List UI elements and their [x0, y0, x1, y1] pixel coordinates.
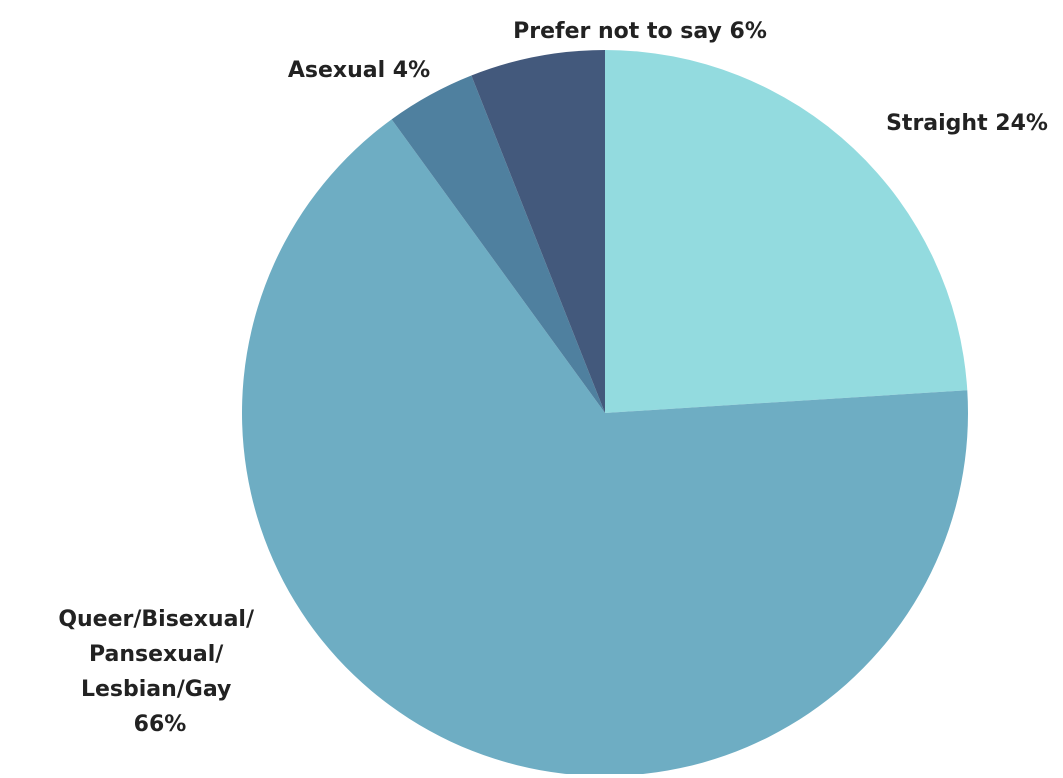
label-straight: Straight 24%	[886, 111, 1048, 136]
label-queer-line-2: Pansexual/	[89, 642, 224, 667]
label-queer-line-1: Queer/Bisexual/	[58, 607, 255, 632]
slice-straight	[605, 50, 968, 413]
label-prefer-not-to-say: Prefer not to say 6%	[513, 19, 767, 44]
label-asexual: Asexual 4%	[288, 58, 430, 83]
slice-asexual	[391, 75, 605, 413]
slice-queer	[241, 119, 968, 777]
slice-prefer-not-to-say	[471, 50, 605, 413]
label-queer: Queer/Bisexual/ Pansexual/ Lesbian/Gay 6…	[58, 607, 261, 737]
label-queer-line-4: 66%	[134, 712, 187, 737]
label-queer-line-3: Lesbian/Gay	[81, 677, 231, 702]
pie-slices	[241, 50, 968, 777]
